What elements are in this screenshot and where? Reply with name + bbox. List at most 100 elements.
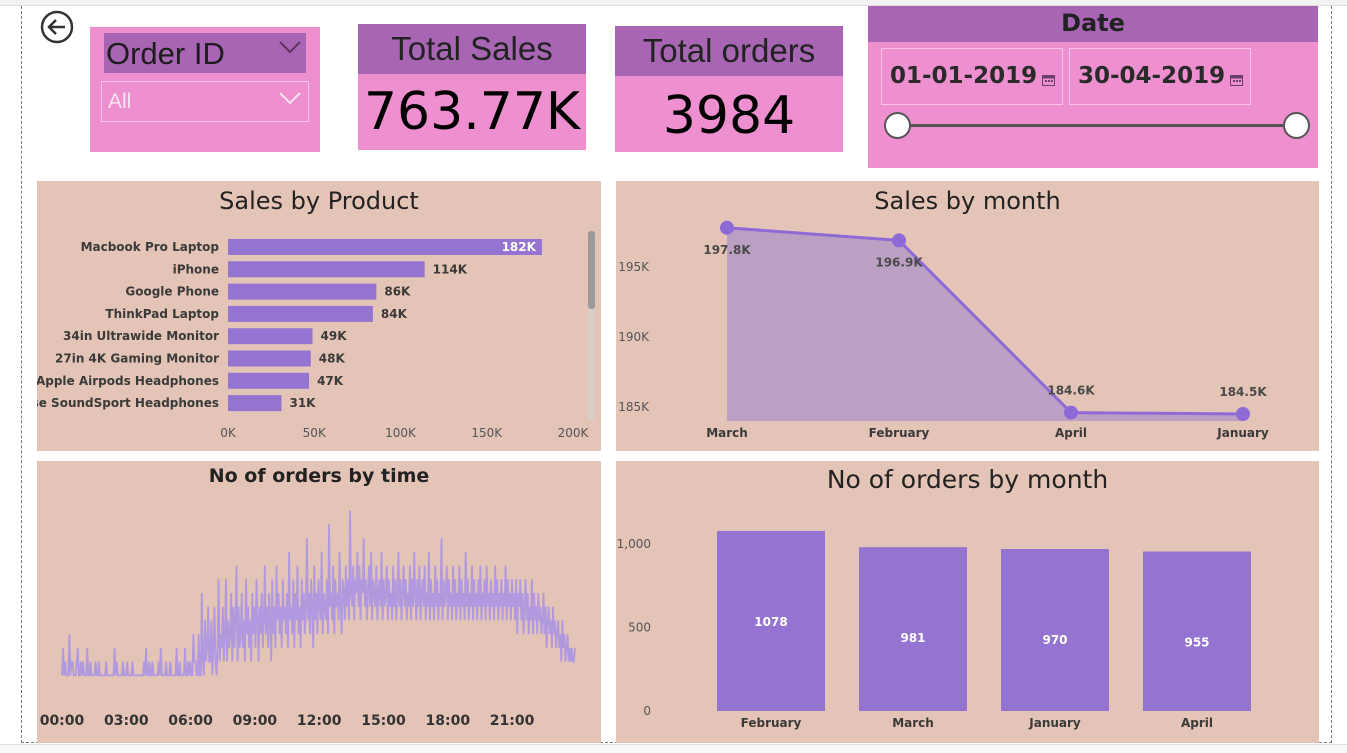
orders-month-data-label: 1078: [754, 615, 787, 629]
product-category-label: Macbook Pro Laptop: [81, 240, 220, 254]
chevron-down-icon[interactable]: [278, 90, 302, 106]
order-id-slicer-header[interactable]: Order ID: [104, 33, 306, 73]
date-slicer-title: Date: [868, 6, 1318, 42]
end-date-value: 30-04-2019: [1078, 63, 1226, 89]
orders-time-x-tick-label: 03:00: [104, 713, 149, 729]
date-range-track[interactable]: [898, 124, 1296, 127]
calendar-icon[interactable]: [1230, 74, 1243, 86]
page-tabs-strip: [0, 744, 1347, 753]
calendar-icon[interactable]: [1042, 74, 1055, 86]
chevron-down-icon[interactable]: [278, 39, 302, 55]
orders-month-data-label: 981: [900, 631, 925, 645]
orders-month-x-label: February: [741, 716, 802, 730]
product-x-tick-label: 100K: [385, 426, 417, 440]
orders-by-time-panel: No of orders by time 00:00 03:00 06:00 09:0…: [37, 461, 601, 743]
product-category-label: 27in 4K Gaming Monitor: [55, 352, 219, 366]
sales-month-y-tick-label: 195K: [618, 260, 650, 274]
order-id-dropdown[interactable]: All: [101, 81, 309, 122]
product-category-label: iPhone: [173, 262, 219, 276]
product-category-label: Apple Airpods Headphones: [37, 374, 219, 388]
total-sales-card: Total Sales 763.77K: [358, 24, 586, 150]
product-x-tick-label: 200K: [558, 426, 590, 440]
back-arrow-circle-icon[interactable]: [40, 10, 74, 44]
total-orders-label: Total orders: [615, 26, 843, 76]
orders-month-data-label: 970: [1042, 633, 1067, 647]
order-id-slicer-title: Order ID: [106, 36, 225, 71]
product-bar: [228, 395, 282, 412]
orders-month-x-label: April: [1181, 716, 1213, 730]
orders-time-x-tick-label: 18:00: [426, 713, 471, 729]
orders-month-x-label: January: [1028, 716, 1081, 730]
orders-time-x-tick-label: 15:00: [361, 713, 406, 729]
orders-month-y-tick-label: 0: [643, 704, 651, 718]
orders-by-month-title: No of orders by month: [826, 465, 1109, 494]
product-data-label: 86K: [384, 285, 411, 299]
sales-month-data-label: 197.8K: [703, 243, 751, 257]
orders-month-x-label: March: [892, 716, 934, 730]
total-sales-label: Total Sales: [358, 24, 586, 74]
sales-by-month-panel: Sales by month 195K 190K 185K 197.8K March 19…: [616, 181, 1319, 451]
scrollbar-thumb: [588, 231, 595, 309]
product-x-tick-label: 50K: [303, 426, 327, 440]
sales-month-point: [1064, 405, 1078, 420]
product-bar: [228, 283, 377, 300]
order-id-dropdown-value: All: [108, 90, 132, 113]
total-orders-card: Total orders 3984: [615, 26, 843, 152]
sales-month-data-label: 184.6K: [1047, 384, 1095, 398]
orders-month-y-tick-label: 1,000: [617, 537, 651, 551]
report-toolbar-strip: [0, 0, 1347, 6]
product-category-label: Google Phone: [125, 285, 219, 299]
sales-month-y-tick-label: 190K: [618, 330, 650, 344]
sales-month-x-label: February: [869, 426, 930, 440]
order-id-slicer[interactable]: Order ID All: [90, 27, 320, 152]
sales-month-x-label: March: [706, 426, 748, 440]
orders-month-bar: [859, 547, 967, 711]
product-bar: [228, 372, 310, 389]
sales-by-month-title: Sales by month: [874, 187, 1061, 215]
sales-month-area: [727, 227, 1243, 421]
product-data-label: 49K: [321, 329, 348, 343]
orders-month-bar: [717, 530, 825, 711]
orders-by-time-chart: 00:00 03:00 06:00 09:00 12:00 15:00 18:00 21:00: [40, 510, 576, 729]
orders-time-x-tick-label: 06:00: [168, 713, 213, 729]
date-range-slicer[interactable]: Date 01-01-2019 30-04-2019: [868, 6, 1318, 168]
start-date-field[interactable]: 01-01-2019: [881, 48, 1063, 105]
product-x-tick-label: 150K: [471, 426, 503, 440]
sales-month-point: [720, 220, 734, 235]
product-bar: [228, 239, 542, 255]
orders-time-line: [61, 510, 576, 677]
date-range-start-handle[interactable]: [884, 112, 911, 139]
orders-by-month-panel: No of orders by month 0 500 1,000 1078 Febru…: [616, 461, 1319, 743]
sales-month-x-label: April: [1055, 426, 1087, 440]
orders-month-data-label: 955: [1184, 636, 1209, 650]
product-bar: [228, 261, 425, 278]
sales-month-data-label: 196.9K: [875, 255, 923, 269]
sales-by-product-panel: Sales by Product Macbook Pro Laptop 182K i…: [37, 181, 601, 451]
sales-month-x-label: January: [1216, 426, 1269, 440]
orders-time-x-tick-label: 09:00: [233, 713, 278, 729]
orders-by-month-chart: 0 500 1,000 1078 February 981 March 970 January 9…: [617, 530, 1251, 730]
sales-month-line: [726, 226, 1244, 416]
sales-month-y-tick-label: 185K: [618, 400, 650, 414]
sales-by-product-title: Sales by Product: [219, 187, 419, 215]
product-data-label: 31K: [289, 396, 316, 410]
sales-month-data-label: 184.5K: [1219, 385, 1267, 399]
product-x-tick-label: 0K: [220, 426, 237, 440]
orders-month-bar: [1001, 549, 1109, 711]
product-bar: [228, 328, 313, 345]
product-data-label: 84K: [381, 307, 408, 321]
product-bar: [228, 305, 373, 322]
orders-month-y-tick-label: 500: [628, 621, 651, 635]
product-category-label: Bose SoundSport Headphones: [37, 396, 219, 410]
product-data-label: 182K: [502, 240, 537, 254]
end-date-field[interactable]: 30-04-2019: [1069, 48, 1251, 105]
orders-time-x-tick-label: 21:00: [490, 713, 535, 729]
date-range-end-handle[interactable]: [1283, 112, 1310, 139]
product-data-label: 47K: [317, 374, 344, 388]
total-sales-value: 763.77K: [363, 82, 581, 142]
sales-by-month-chart: 195K 190K 185K 197.8K March 196.9K February 184…: [618, 220, 1269, 440]
product-data-label: 114K: [433, 262, 468, 276]
orders-month-bar: [1143, 551, 1251, 711]
sales-month-point: [892, 233, 906, 248]
start-date-value: 01-01-2019: [890, 63, 1038, 89]
